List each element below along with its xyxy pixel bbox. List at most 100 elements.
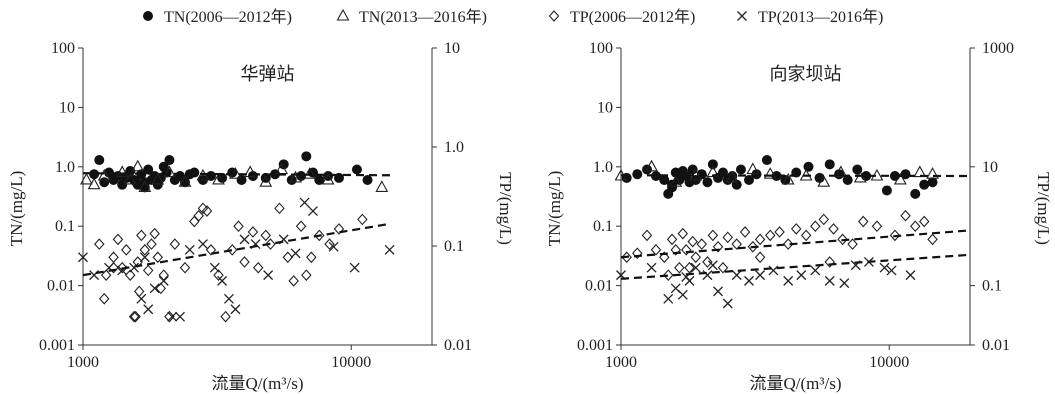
- data-point: [289, 170, 302, 183]
- data-point: [800, 229, 812, 242]
- data-point: [632, 247, 643, 260]
- data-point: [783, 275, 794, 286]
- data-point: [149, 227, 160, 240]
- y2-tick-label: 0.1: [444, 238, 464, 255]
- data-point: [139, 252, 150, 263]
- data-point: [259, 175, 273, 187]
- data-point: [357, 213, 368, 226]
- data-point: [239, 234, 250, 245]
- y-tick-label: 0.1: [593, 218, 613, 235]
- data-point: [889, 229, 901, 242]
- data-point: [713, 286, 723, 297]
- data-point: [662, 269, 674, 281]
- data-point: [707, 260, 718, 271]
- data-point: [927, 233, 938, 246]
- legend-item: TN(2013—2016年): [336, 8, 487, 26]
- trend-line: [620, 174, 971, 178]
- y-tick-label: 100: [589, 40, 613, 57]
- data-point: [926, 167, 939, 179]
- data-point: [913, 165, 927, 178]
- data-point: [143, 304, 154, 315]
- data-point: [384, 244, 395, 255]
- data-point: [669, 175, 683, 187]
- data-point: [108, 251, 119, 264]
- data-point: [314, 174, 325, 185]
- data-point: [139, 244, 151, 256]
- data-point: [136, 293, 147, 304]
- data-point: [735, 164, 746, 175]
- data-point: [152, 251, 164, 264]
- series-filled-circle: [621, 155, 938, 199]
- y-tick-label: 100: [51, 40, 75, 57]
- data-point: [722, 298, 733, 309]
- data-point: [321, 172, 335, 185]
- data-point: [751, 169, 762, 180]
- legend-label: TP(2013—2016年): [758, 8, 883, 26]
- data-point: [129, 262, 140, 273]
- data-point: [666, 233, 678, 246]
- data-point: [375, 180, 389, 192]
- data-point: [230, 304, 241, 315]
- data-point: [871, 220, 883, 233]
- x-tick-label: 1000: [67, 354, 99, 371]
- data-point: [175, 311, 185, 322]
- data-point: [290, 248, 301, 259]
- series-cross: [78, 197, 395, 322]
- data-point: [910, 220, 921, 233]
- data-point: [763, 167, 777, 179]
- data-point: [768, 265, 779, 276]
- data-point: [167, 311, 178, 322]
- data-point: [178, 175, 192, 187]
- data-point: [133, 285, 145, 298]
- y2-axis-title: TP/(mg/L): [1034, 172, 1053, 245]
- y2-tick-label: 10: [982, 159, 998, 176]
- data-point: [879, 262, 890, 273]
- data-point: [146, 238, 157, 250]
- x-tick-label: 1000: [605, 354, 637, 371]
- data-point: [717, 261, 729, 274]
- data-point: [818, 213, 830, 226]
- y2-tick-label: 1.0: [444, 139, 464, 156]
- data-point: [754, 233, 766, 246]
- legend-marker-filled-circle: [143, 11, 153, 21]
- data-point: [94, 238, 105, 250]
- data-point: [650, 244, 662, 256]
- data-point: [89, 169, 100, 180]
- data-point: [362, 174, 373, 185]
- y-tick-label: 0.1: [55, 218, 75, 235]
- data-point: [731, 270, 742, 281]
- data-point: [99, 292, 110, 305]
- data-point: [236, 174, 247, 185]
- y2-tick-label: 0.1: [982, 278, 1002, 295]
- data-point: [847, 238, 858, 250]
- legend-item: TP(2006—2012年): [548, 8, 695, 26]
- data-point: [810, 265, 821, 276]
- data-point: [659, 174, 670, 185]
- y2-tick-label: 0.01: [982, 337, 1010, 354]
- data-point: [324, 238, 335, 250]
- data-point: [97, 168, 111, 181]
- legend-marker-cross: [737, 11, 747, 21]
- data-point: [301, 269, 312, 281]
- data-point: [687, 164, 698, 175]
- data-point: [303, 167, 317, 179]
- data-point: [243, 165, 257, 178]
- data-point: [900, 209, 911, 222]
- data-point: [810, 220, 821, 233]
- data-point: [893, 172, 907, 185]
- data-point: [205, 244, 217, 256]
- data-point: [193, 209, 204, 222]
- data-point: [663, 293, 674, 304]
- data-point: [184, 244, 195, 255]
- data-point: [646, 262, 657, 273]
- data-point: [645, 159, 658, 172]
- data-point: [197, 239, 208, 250]
- data-point: [858, 215, 869, 228]
- data-point: [247, 226, 259, 238]
- data-point: [123, 172, 137, 185]
- trend-line: [620, 229, 971, 259]
- y2-tick-label: 0.01: [444, 337, 472, 354]
- data-point: [687, 235, 698, 248]
- data-point: [824, 275, 835, 286]
- data-point: [824, 159, 835, 170]
